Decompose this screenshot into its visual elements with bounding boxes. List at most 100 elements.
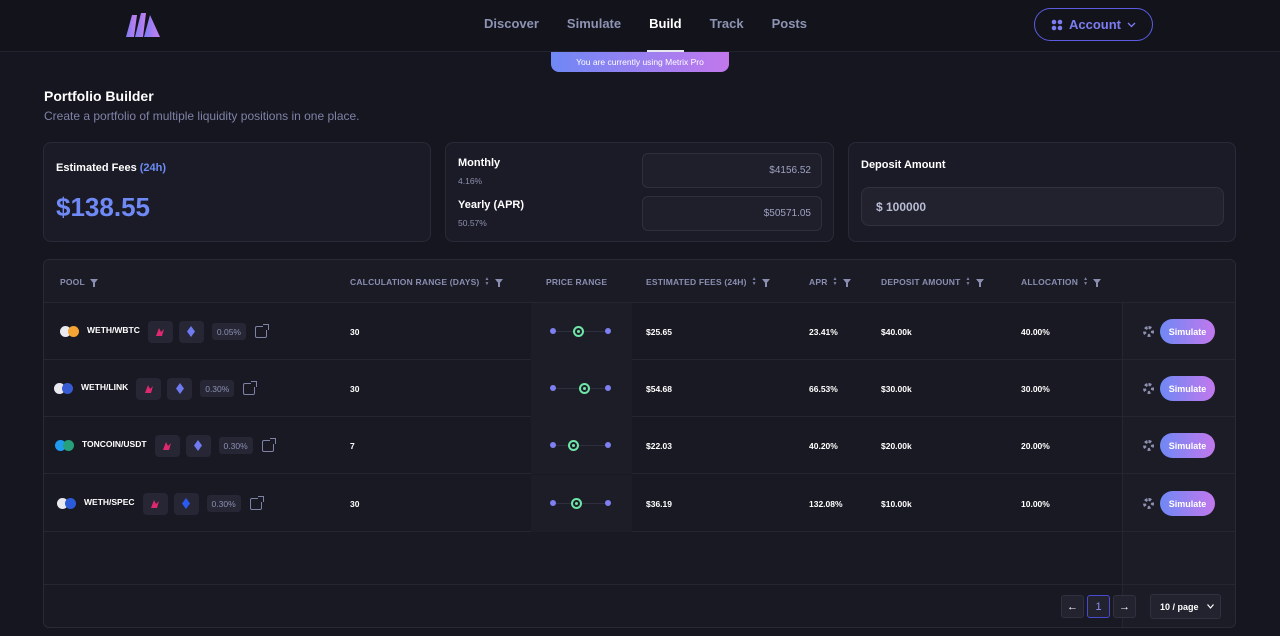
table-row: WETH/LINK 0.30% 30 $54.68 66.53% $30.00k…: [44, 360, 1235, 417]
allocation-value: 20.00%: [1021, 440, 1050, 451]
table-row: WETH/SPEC 0.30% 30 $36.19 132.08% $10.00…: [44, 475, 1235, 532]
yearly-value: $50571.05: [642, 196, 822, 231]
next-page-button[interactable]: →: [1113, 595, 1136, 618]
sort-icon[interactable]: ▲ ▼: [1083, 275, 1089, 287]
allocation-value: 30.00%: [1021, 383, 1050, 394]
fee-tier-badge: 0.30%: [218, 437, 253, 454]
pro-banner: You are currently using Metrix Pro: [551, 52, 729, 72]
simulate-button[interactable]: Simulate: [1160, 319, 1215, 344]
sort-icon[interactable]: ▲ ▼: [484, 275, 490, 287]
allocation-value: 40.00%: [1021, 326, 1050, 337]
deposit-amount-input[interactable]: $ 100000: [861, 187, 1224, 226]
table-row: WETH/WBTC 0.05% 30 $25.65 23.41% $40.00k…: [44, 303, 1235, 360]
yearly-percent: 50.57%: [458, 218, 487, 228]
app-logo[interactable]: [126, 13, 160, 37]
account-label: Account: [1069, 17, 1121, 32]
sort-icon[interactable]: ▲ ▼: [751, 275, 757, 287]
deposit-value: $40.00k: [881, 326, 912, 337]
token-icon: [65, 498, 76, 509]
token-icon: [57, 498, 68, 509]
top-navbar: Discover Simulate Build Track Posts Acco…: [0, 0, 1280, 52]
current-price-marker: [579, 383, 590, 394]
header-calc-range[interactable]: CALCULATION RANGE (DAYS) ▲ ▼: [350, 260, 503, 303]
simulate-button[interactable]: Simulate: [1160, 433, 1215, 458]
external-link-icon[interactable]: [261, 437, 276, 452]
est-fees-value: $22.03: [646, 440, 672, 451]
deposit-label: Deposit Amount: [861, 159, 946, 171]
sort-icon[interactable]: ▲ ▼: [965, 275, 971, 287]
header-deposit-label: DEPOSIT AMOUNT: [881, 276, 961, 287]
header-est-fees[interactable]: ESTIMATED FEES (24H) ▲ ▼: [646, 260, 770, 303]
chain-icon[interactable]: [173, 492, 199, 515]
header-deposit[interactable]: DEPOSIT AMOUNT ▲ ▼: [881, 260, 984, 303]
page-1-button[interactable]: 1: [1087, 595, 1110, 618]
calc-range-value: 30: [350, 383, 360, 394]
dex-icon[interactable]: [142, 492, 168, 515]
header-allocation[interactable]: ALLOCATION ▲ ▼: [1021, 260, 1102, 303]
filter-icon[interactable]: [494, 279, 503, 287]
filter-icon[interactable]: [842, 279, 851, 287]
header-price-range: PRICE RANGE: [546, 260, 607, 303]
header-pool-label: POOL: [60, 276, 85, 287]
external-link-icon[interactable]: [243, 380, 258, 395]
token-pair-icons: [55, 440, 74, 451]
fees-label-text: Estimated Fees: [56, 162, 137, 174]
chain-icon[interactable]: [185, 434, 211, 457]
filter-icon[interactable]: [761, 279, 770, 287]
simulate-button[interactable]: Simulate: [1160, 491, 1215, 516]
prev-page-button[interactable]: ←: [1061, 595, 1084, 618]
account-button[interactable]: Account: [1034, 8, 1153, 41]
deposit-value: $20.00k: [881, 440, 912, 451]
chain-icon[interactable]: [178, 320, 204, 343]
chain-icon[interactable]: [167, 377, 193, 400]
filter-icon[interactable]: [975, 279, 984, 287]
filter-icon[interactable]: [1093, 279, 1102, 287]
nav-build[interactable]: Build: [635, 0, 696, 52]
estimated-fees-value: $138.55: [56, 192, 150, 222]
filter-icon[interactable]: [89, 279, 98, 287]
token-pair-icons: [57, 498, 76, 509]
pool-name: WETH/WBTC: [87, 325, 140, 335]
chevron-down-icon: [1207, 604, 1214, 609]
range-max-dot: [605, 442, 611, 448]
settings-gear-icon[interactable]: [1143, 326, 1154, 337]
nav-track[interactable]: Track: [709, 16, 744, 31]
sort-icon[interactable]: ▲ ▼: [832, 275, 838, 287]
dex-icon[interactable]: [136, 377, 162, 400]
est-fees-value: $36.19: [646, 498, 672, 509]
token-icon: [60, 326, 71, 337]
page-size-label: 10 / page: [1160, 601, 1199, 612]
page-size-select[interactable]: 10 / page: [1150, 594, 1221, 619]
returns-card: Monthly 4.16% Yearly (APR) 50.57% $4156.…: [445, 142, 834, 242]
monthly-percent: 4.16%: [458, 176, 483, 186]
calc-range-value: 30: [350, 326, 360, 337]
header-est-fees-label: ESTIMATED FEES (24H): [646, 276, 747, 287]
external-link-icon[interactable]: [255, 323, 269, 338]
settings-gear-icon[interactable]: [1143, 498, 1154, 509]
token-pair-icons: [54, 383, 73, 394]
range-min-dot: [550, 442, 556, 448]
nav-simulate[interactable]: Simulate: [566, 16, 622, 31]
header-pool[interactable]: POOL: [60, 260, 98, 303]
simulate-button[interactable]: Simulate: [1160, 376, 1215, 401]
settings-gear-icon[interactable]: [1143, 440, 1154, 451]
token-icon: [54, 383, 65, 394]
dex-icon[interactable]: [154, 434, 180, 457]
monthly-value: $4156.52: [642, 153, 822, 188]
calc-range-value: 30: [350, 498, 360, 509]
token-icon: [63, 440, 74, 451]
fee-tier-badge: 0.30%: [200, 380, 235, 397]
range-max-dot: [605, 500, 611, 506]
pool-name: TONCOIN/USDT: [82, 439, 147, 449]
header-apr[interactable]: APR ▲ ▼: [809, 260, 851, 303]
dex-icon[interactable]: [147, 320, 173, 343]
nav-discover[interactable]: Discover: [484, 16, 539, 31]
range-max-dot: [605, 328, 611, 334]
external-link-icon[interactable]: [249, 495, 264, 510]
range-min-dot: [550, 385, 556, 391]
token-icon: [55, 440, 66, 451]
nav-posts[interactable]: Posts: [771, 16, 807, 31]
pool-cell: WETH/SPEC 0.30%: [57, 475, 264, 532]
table-footer: [44, 584, 1235, 627]
settings-gear-icon[interactable]: [1143, 383, 1154, 394]
